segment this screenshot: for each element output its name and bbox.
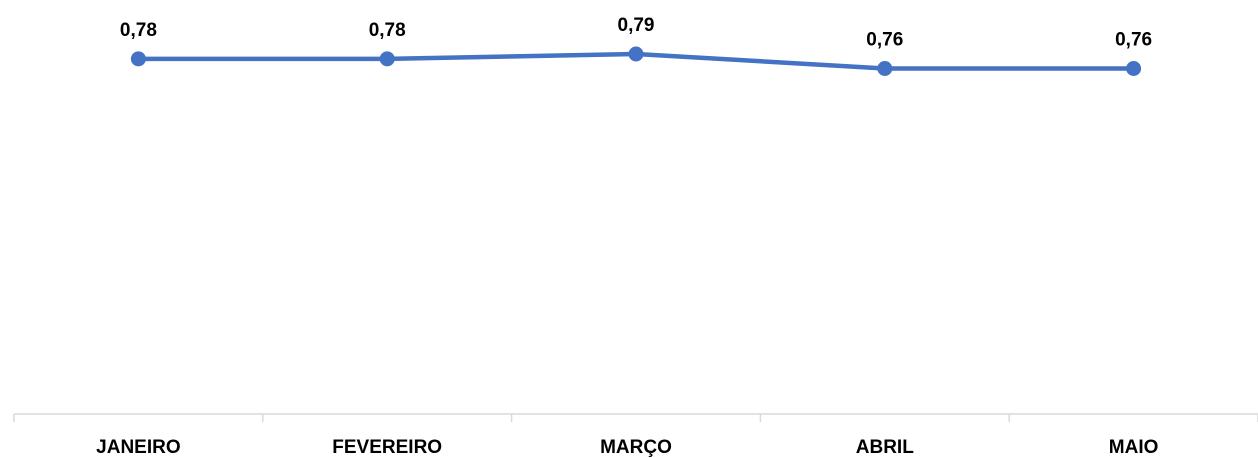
data-point-fevereiro <box>379 51 395 67</box>
data-point-maio <box>1126 61 1142 76</box>
x-axis-ticks <box>13 414 1258 422</box>
x-tick-label: FEVEREIRO <box>332 437 442 458</box>
data-label: 0,76 <box>866 30 903 51</box>
data-point-abril <box>877 61 893 76</box>
x-tick-label: ABRIL <box>856 437 914 458</box>
x-tick-label: MARÇO <box>600 437 672 458</box>
series-layer <box>130 46 1142 76</box>
data-label: 0,78 <box>369 20 406 41</box>
data-point-março <box>628 46 644 62</box>
x-tick-label: MAIO <box>1109 437 1159 458</box>
data-label: 0,79 <box>618 15 655 36</box>
x-axis-tick-labels: JANEIRO FEVEREIRO MARÇO ABRIL MAIO <box>96 437 1158 458</box>
x-tick-label: JANEIRO <box>96 437 180 458</box>
data-label: 0,76 <box>1115 30 1152 51</box>
data-point-janeiro <box>130 51 146 67</box>
data-labels: 0,78 0,78 0,79 0,76 0,76 <box>120 15 1152 51</box>
data-label: 0,78 <box>120 20 157 41</box>
